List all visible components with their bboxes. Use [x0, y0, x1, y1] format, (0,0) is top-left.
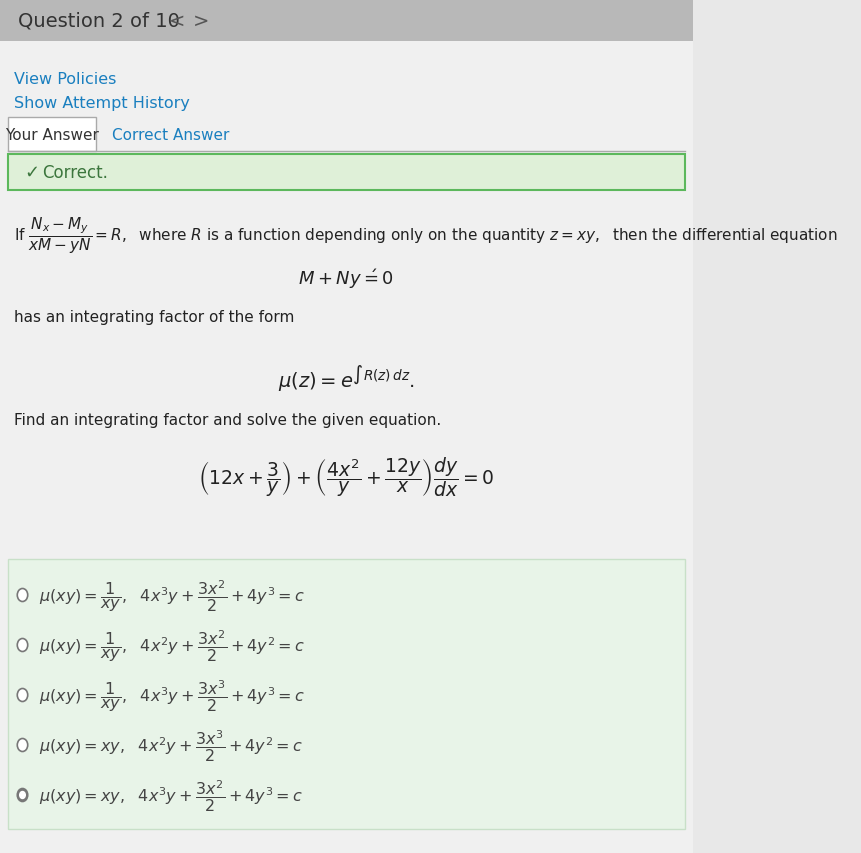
FancyBboxPatch shape: [0, 0, 692, 42]
FancyBboxPatch shape: [8, 560, 684, 829]
Text: $M + Ny\' = 0$: $M + Ny\' = 0$: [298, 267, 393, 290]
Text: $\mu(xy) = \dfrac{1}{xy},\ \ 4x^3y + \dfrac{3x^3}{2} + 4y^3 = c$: $\mu(xy) = \dfrac{1}{xy},\ \ 4x^3y + \df…: [39, 677, 304, 713]
Text: Find an integrating factor and solve the given equation.: Find an integrating factor and solve the…: [15, 413, 441, 427]
Circle shape: [20, 792, 25, 798]
FancyBboxPatch shape: [0, 0, 692, 42]
Circle shape: [17, 688, 28, 702]
Text: $\mu(z) = e^{\int R(z)\,dz}.$: $\mu(z) = e^{\int R(z)\,dz}.$: [277, 363, 414, 394]
FancyBboxPatch shape: [8, 118, 96, 152]
Text: ✓: ✓: [24, 164, 40, 182]
Circle shape: [17, 788, 28, 802]
FancyBboxPatch shape: [0, 42, 692, 853]
Text: Correct Answer: Correct Answer: [113, 127, 230, 142]
Text: Your Answer: Your Answer: [5, 127, 99, 142]
Circle shape: [17, 739, 28, 751]
Text: If $\dfrac{N_x - M_y}{xM - yN} = R,$  where $R$ is a function depending only on : If $\dfrac{N_x - M_y}{xM - yN} = R,$ whe…: [15, 215, 837, 255]
FancyBboxPatch shape: [8, 154, 684, 191]
Text: Correct.: Correct.: [41, 164, 108, 182]
Text: >: >: [193, 11, 209, 31]
Circle shape: [17, 589, 28, 602]
Text: $\left(12x + \dfrac{3}{y}\right) + \left(\dfrac{4x^2}{y} + \dfrac{12y}{x}\right): $\left(12x + \dfrac{3}{y}\right) + \left…: [198, 455, 494, 498]
Text: Question 2 of 10: Question 2 of 10: [18, 11, 179, 31]
Text: $\mu(xy) = xy,\ \ 4x^3y + \dfrac{3x^2}{2} + 4y^3 = c$: $\mu(xy) = xy,\ \ 4x^3y + \dfrac{3x^2}{2…: [39, 777, 302, 813]
Text: $\mu(xy) = \dfrac{1}{xy},\ \ 4x^2y + \dfrac{3x^2}{2} + 4y^2 = c$: $\mu(xy) = \dfrac{1}{xy},\ \ 4x^2y + \df…: [39, 628, 304, 663]
Text: <: <: [169, 11, 185, 31]
Text: $\mu(xy) = xy,\ \ 4x^2y + \dfrac{3x^3}{2} + 4y^2 = c$: $\mu(xy) = xy,\ \ 4x^2y + \dfrac{3x^3}{2…: [39, 728, 302, 763]
Text: $\mu(xy) = \dfrac{1}{xy},\ \ 4x^3y + \dfrac{3x^2}{2} + 4y^3 = c$: $\mu(xy) = \dfrac{1}{xy},\ \ 4x^3y + \df…: [39, 577, 304, 613]
Text: View Policies: View Policies: [15, 72, 117, 87]
Circle shape: [17, 639, 28, 652]
Text: Show Attempt History: Show Attempt History: [15, 96, 190, 111]
Text: has an integrating factor of the form: has an integrating factor of the form: [15, 310, 294, 325]
